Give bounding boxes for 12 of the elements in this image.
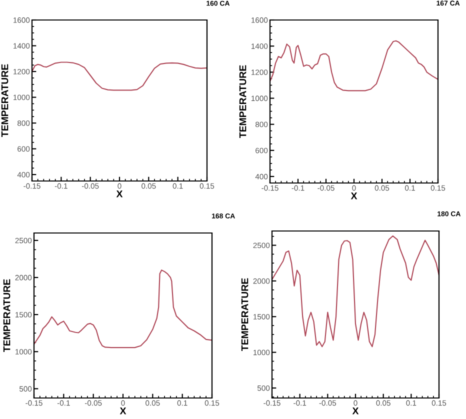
line-series <box>272 235 439 348</box>
x-axis-title: X <box>120 408 126 414</box>
y-axis-title: TEMPERATURE <box>239 65 246 138</box>
line-series <box>32 62 207 91</box>
x-axis-title: X <box>116 190 123 198</box>
x-axis-title: X <box>352 408 359 414</box>
line-series <box>270 40 438 92</box>
x-axis-title: X <box>350 192 358 200</box>
y-axis-title: TEMPERATURE <box>3 279 10 352</box>
y-axis-title: TEMPERATURE <box>241 278 248 352</box>
y-axis-title: TEMPERATURE <box>1 64 8 138</box>
line-series <box>34 270 212 348</box>
